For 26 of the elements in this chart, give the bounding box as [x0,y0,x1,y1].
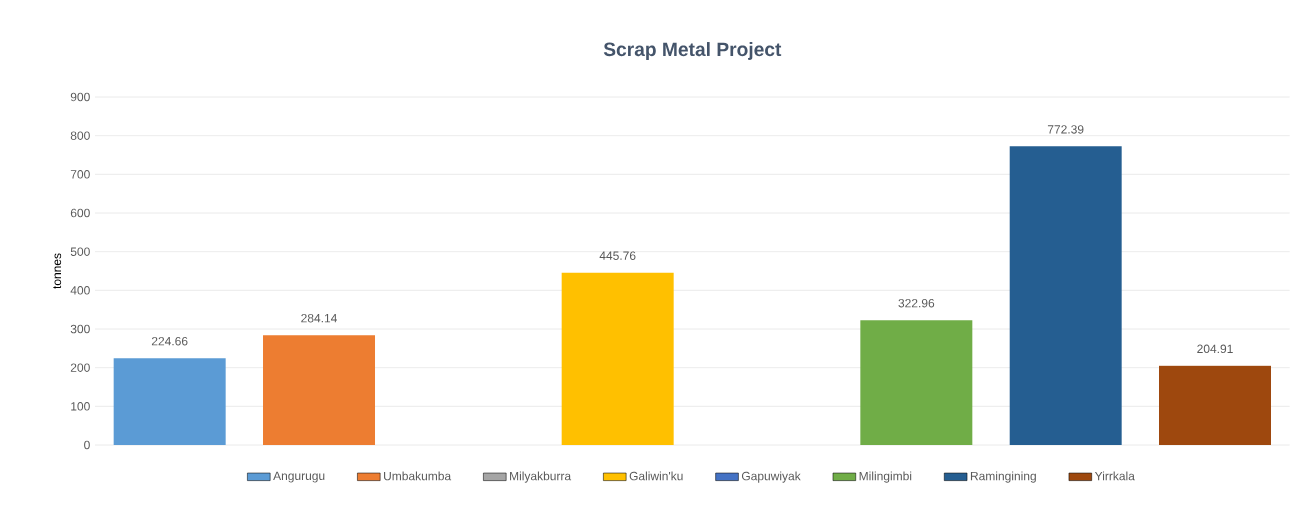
y-tick-label: 900 [70,92,90,102]
y-tick-label: 700 [70,170,90,179]
y-tick-label: 800 [70,131,90,140]
data-label: 445.76 [599,251,636,260]
legend-label: Angurugu [273,471,325,483]
legend-label: Galiwin'ku [629,471,683,481]
data-label: 284.14 [301,313,337,323]
legend-label: Milingimbi [859,471,912,483]
y-tick-label: 0 [84,440,90,450]
y-tick-label: 600 [70,208,90,218]
legend-label: Ramingining [970,471,1036,483]
data-label: 224.66 [151,336,188,346]
y-tick-label: 200 [70,363,90,372]
data-label: 204.91 [1197,344,1233,354]
legend-label: Umbakumba [384,471,452,481]
y-tick-label: 100 [71,402,90,411]
y-axis-title: tonnes [53,253,62,289]
data-label: 772.39 [1047,125,1084,134]
legend-label: Yirrkala [1094,471,1135,481]
legend-label: Milyakburra [510,471,572,483]
y-tick-label: 400 [70,286,90,295]
y-tick-label: 300 [70,324,90,334]
y-tick-label: 500 [70,247,90,256]
data-label: 322.96 [898,298,935,308]
chart-title: Scrap Metal Project [603,42,782,60]
legend-label: Gapuwiyak [741,471,801,483]
